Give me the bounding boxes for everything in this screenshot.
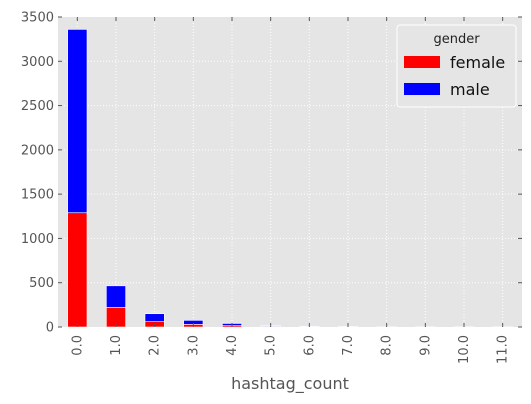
bar-male-1.0 [106, 285, 126, 308]
y-tick-label: 500 [29, 276, 54, 291]
bar-male-0.0 [67, 29, 88, 214]
y-tick-label: 1500 [21, 188, 54, 203]
x-tick-label: 3.0 [186, 335, 201, 356]
legend-title: gender [433, 32, 480, 47]
x-tick-label: 10.0 [457, 335, 472, 364]
x-tick-label: 7.0 [341, 335, 356, 356]
y-tick-label: 2500 [21, 99, 54, 114]
x-tick-label: 2.0 [148, 335, 163, 356]
y-tick-label: 3500 [21, 11, 54, 26]
x-tick-label: 8.0 [380, 335, 395, 356]
legend-swatch-male [404, 83, 440, 95]
bar-male-2.0 [144, 313, 165, 322]
y-tick-label: 1000 [21, 232, 54, 247]
x-tick-label: 6.0 [302, 335, 317, 356]
x-tick-label: 5.0 [264, 335, 279, 356]
legend: gender female male [396, 24, 517, 108]
x-tick-labels: 0.0 1.0 2.0 3.0 4.0 5.0 6.0 7.0 8.0 9.0 10.0 11.0 [70, 335, 510, 364]
legend-label-female: female [450, 53, 505, 72]
x-tick-label: 9.0 [418, 335, 433, 356]
y-tick-label: 0 [46, 321, 54, 336]
legend-swatch-female [404, 56, 440, 68]
axis-ticks [58, 16, 522, 328]
x-tick-label: 4.0 [225, 335, 240, 356]
x-tick-label: 11.0 [496, 335, 511, 364]
y-tick-labels: 0 500 1000 1500 2000 2500 3000 3500 [21, 11, 54, 336]
legend-label-male: male [450, 80, 490, 99]
x-axis-title: hashtag_count [231, 374, 349, 394]
bars [67, 29, 513, 328]
bar-female-0.0 [67, 212, 88, 328]
y-tick-label: 2000 [21, 143, 54, 158]
x-tick-label: 0.0 [70, 335, 85, 356]
y-tick-label: 3000 [21, 55, 54, 70]
x-tick-label: 1.0 [109, 335, 124, 356]
